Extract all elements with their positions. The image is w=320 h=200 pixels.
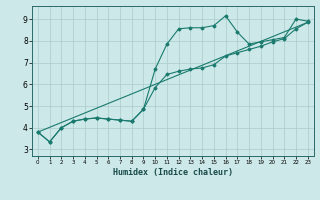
X-axis label: Humidex (Indice chaleur): Humidex (Indice chaleur) [113, 168, 233, 177]
